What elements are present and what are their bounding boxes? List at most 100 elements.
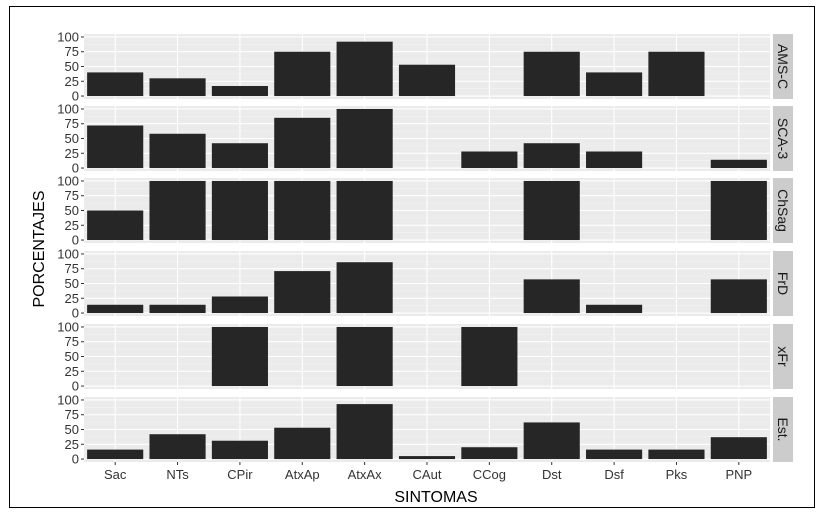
facet-strip bbox=[773, 106, 793, 171]
y-tick-label: 75 bbox=[65, 334, 79, 349]
facet-label: Est. bbox=[775, 417, 791, 441]
bar bbox=[149, 78, 206, 97]
y-tick-label: 75 bbox=[65, 188, 79, 203]
figure-frame bbox=[9, 6, 815, 508]
bar bbox=[211, 296, 268, 314]
x-tick-label: CCog bbox=[473, 467, 506, 482]
bar bbox=[648, 51, 705, 97]
facet-panels: 0255075100AMS-C0255075100SCA-30255075100… bbox=[57, 29, 793, 467]
facet-label: xFr bbox=[775, 346, 791, 367]
bar bbox=[461, 447, 518, 460]
y-tick-label: 50 bbox=[65, 349, 79, 364]
bar bbox=[149, 180, 206, 241]
y-tick-label: 100 bbox=[57, 392, 79, 407]
y-tick-label: 25 bbox=[65, 218, 79, 233]
y-tick-label: 25 bbox=[65, 364, 79, 379]
bar bbox=[586, 304, 643, 314]
bar bbox=[336, 108, 393, 169]
facet-label: AMS-C bbox=[775, 44, 791, 89]
y-tick-label: 25 bbox=[65, 437, 79, 452]
y-tick-label: 50 bbox=[65, 59, 79, 74]
bar bbox=[648, 449, 705, 460]
y-tick-label: 50 bbox=[65, 276, 79, 291]
x-tick-label: NTs bbox=[166, 467, 189, 482]
x-tick-label: Pks bbox=[666, 467, 688, 482]
bar bbox=[523, 180, 580, 241]
bar bbox=[461, 151, 518, 169]
bar bbox=[710, 180, 767, 241]
x-tick-label: PNP bbox=[725, 467, 752, 482]
y-tick-label: 100 bbox=[57, 101, 79, 116]
y-tick-label: 75 bbox=[65, 116, 79, 131]
bar bbox=[211, 143, 268, 169]
facet-strip bbox=[773, 34, 793, 99]
y-tick-label: 100 bbox=[57, 246, 79, 261]
bar bbox=[87, 125, 144, 169]
bar bbox=[87, 449, 144, 460]
bar bbox=[523, 143, 580, 169]
bar bbox=[149, 434, 206, 460]
facet-strip bbox=[773, 324, 793, 389]
bar bbox=[586, 449, 643, 460]
y-tick-label: 50 bbox=[65, 203, 79, 218]
bar bbox=[87, 210, 144, 241]
y-tick-label: 0 bbox=[72, 233, 79, 248]
bar bbox=[274, 271, 331, 314]
bar bbox=[523, 51, 580, 97]
bar bbox=[87, 304, 144, 314]
facet-label: FrD bbox=[775, 272, 791, 295]
y-tick-label: 75 bbox=[65, 407, 79, 422]
facet-label: ChSag bbox=[775, 189, 791, 232]
bar bbox=[586, 151, 643, 169]
y-tick-label: 0 bbox=[72, 452, 79, 467]
bar bbox=[274, 180, 331, 241]
y-tick-label: 25 bbox=[65, 291, 79, 306]
y-tick-label: 0 bbox=[72, 89, 79, 104]
bar bbox=[461, 326, 518, 387]
y-tick-label: 50 bbox=[65, 422, 79, 437]
facet-strip bbox=[773, 178, 793, 243]
x-tick-label: CAut bbox=[413, 467, 442, 482]
bar bbox=[523, 279, 580, 314]
bar bbox=[710, 159, 767, 169]
y-tick-label: 25 bbox=[65, 74, 79, 89]
bar bbox=[398, 456, 456, 460]
facet-strip bbox=[773, 397, 793, 462]
y-tick-label: 0 bbox=[72, 161, 79, 176]
y-tick-label: 75 bbox=[65, 261, 79, 276]
x-tick-label: AtxAp bbox=[285, 467, 320, 482]
bar bbox=[336, 41, 393, 97]
bar bbox=[211, 440, 268, 460]
y-tick-label: 50 bbox=[65, 131, 79, 146]
bar bbox=[211, 86, 268, 97]
bar bbox=[274, 117, 331, 169]
bar bbox=[274, 51, 331, 97]
bar bbox=[398, 64, 456, 97]
y-tick-label: 100 bbox=[57, 173, 79, 188]
y-tick-label: 100 bbox=[57, 29, 79, 44]
y-tick-label: 0 bbox=[72, 306, 79, 321]
bar bbox=[336, 404, 393, 460]
x-axis-ticks: Sac NTs CPir AtxAp AtxAx CAut CCog Dst Dsf Pks PNP bbox=[104, 462, 752, 482]
bar bbox=[523, 422, 580, 460]
x-axis-title: SINTOMAS bbox=[394, 489, 477, 506]
bar bbox=[149, 133, 206, 169]
facet-strip bbox=[773, 251, 793, 316]
bar bbox=[336, 180, 393, 241]
x-tick-label: Dst bbox=[542, 467, 562, 482]
bar bbox=[710, 437, 767, 460]
bar bbox=[211, 326, 268, 387]
y-tick-label: 100 bbox=[57, 319, 79, 334]
x-tick-label: Sac bbox=[104, 467, 127, 482]
y-tick-label: 75 bbox=[65, 44, 79, 59]
x-tick-label: Dsf bbox=[604, 467, 624, 482]
y-axis-title: PORCENTAJES bbox=[31, 190, 48, 307]
y-tick-label: 25 bbox=[65, 146, 79, 161]
